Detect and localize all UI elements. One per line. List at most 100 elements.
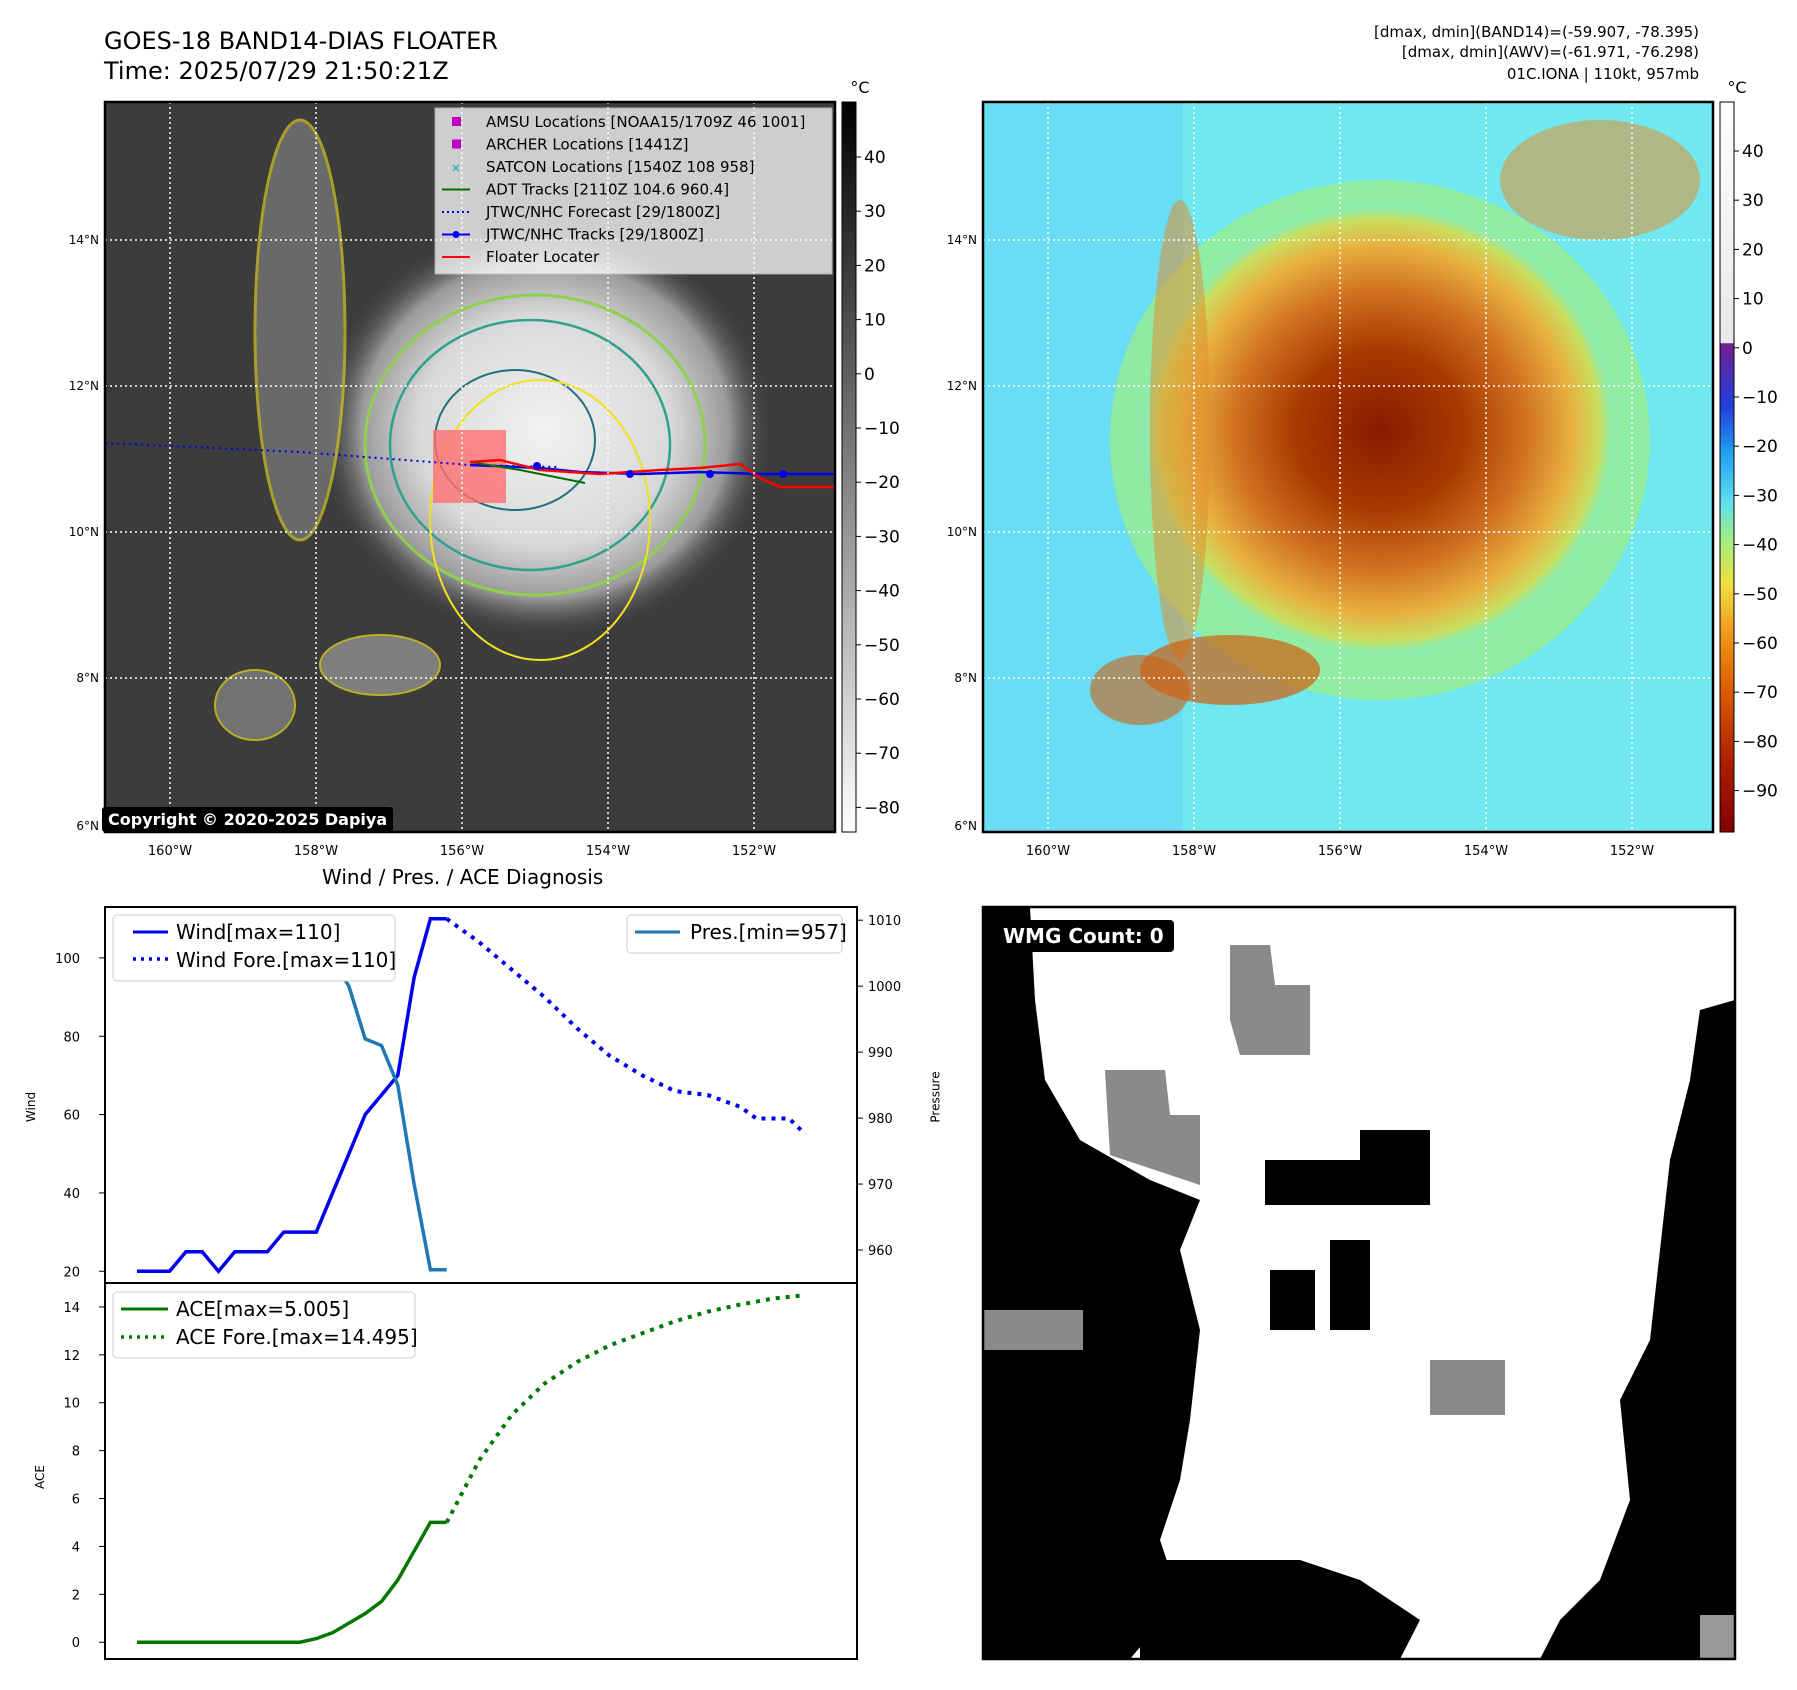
y-tick-label: 40 — [63, 1187, 80, 1202]
y2-tick-label: 970 — [868, 1178, 893, 1193]
colorbar-tick-label: −20 — [1742, 437, 1778, 457]
wind-axis-label: Wind — [24, 1091, 39, 1123]
y-tick-label: 100 — [55, 952, 80, 967]
colorbar-tick-label: −30 — [864, 527, 900, 547]
map-legend: AMSU Locations [NOAA15/1709Z 46 1001] ARC… — [442, 113, 805, 266]
figure-title: GOES-18 BAND14-DIAS FLOATER — [104, 27, 498, 55]
colorbar-tick-label: −60 — [1742, 634, 1778, 654]
colorbar-tick-label: 0 — [1742, 339, 1753, 359]
y-tick-label: 0 — [72, 1636, 80, 1651]
y-tick-label: 6 — [72, 1493, 80, 1508]
figure-time: Time: 2025/07/29 21:50:21Z — [104, 57, 449, 85]
colorbar-tick-label: −10 — [864, 419, 900, 439]
legend-dot-marker — [452, 231, 460, 238]
y-tick-label: 12 — [63, 1349, 80, 1364]
colorbar-tick-label: 20 — [1742, 240, 1764, 260]
colorbar-tick-label: −80 — [864, 798, 900, 818]
colorbar-tick-label: −50 — [1742, 585, 1778, 605]
series-line — [137, 1520, 447, 1644]
longitude-label: 158°W — [294, 844, 338, 859]
ace-fore-legend-label: ACE Fore.[max=14.495] — [176, 1325, 418, 1349]
map-legend-label: JTWC/NHC Forecast [29/1800Z] — [485, 203, 720, 221]
y-tick-label: 8 — [72, 1445, 80, 1460]
colorbar-tick-label: 10 — [1742, 290, 1764, 310]
latitude-label: 12°N — [69, 379, 99, 393]
map-legend-label: ADT Tracks [2110Z 104.6 960.4] — [486, 181, 729, 199]
colorbar-tick-label: 0 — [864, 365, 875, 385]
longitude-label: 156°W — [1318, 844, 1362, 859]
map-legend-entry: Floater Locater — [442, 248, 600, 266]
colorbar-tick-label: −50 — [864, 636, 900, 656]
map-legend-entry: AMSU Locations [NOAA15/1709Z 46 1001] — [452, 113, 805, 131]
map-legend-label: ARCHER Locations [1441Z] — [486, 136, 689, 154]
colorbar-tick-label: 40 — [864, 148, 886, 168]
map-legend-label: Floater Locater — [486, 248, 600, 266]
y2-tick-label: 960 — [868, 1244, 893, 1259]
pres-legend-box — [626, 914, 843, 954]
longitude-label: 160°W — [1026, 844, 1070, 859]
colorbar-tick-label: −80 — [1742, 732, 1778, 752]
map-axis-labels: 14°N 12°N 10°N 8°N 6°N 160°W 158°W 156°W 154°W 15… — [69, 233, 1654, 859]
colorbar-tick-label: −20 — [864, 473, 900, 493]
pressure-axis-label: Pressure — [928, 1071, 943, 1123]
legend-x-marker: ✕ — [451, 162, 460, 175]
map-legend-entry: ✕ SATCON Locations [1540Z 108 958] — [451, 158, 754, 176]
legend-square-marker — [452, 139, 461, 149]
right-colorbar-ticks: 40 30 20 10 0 −10 −20 −30 −40 −50 −60 −70 −80 −90 °C — [1727, 78, 1777, 802]
ace-legend-label: ACE[max=5.005] — [176, 1297, 350, 1321]
right-colorbar — [1719, 101, 1735, 833]
latitude-label: 6°N — [76, 819, 99, 833]
map-legend-label: SATCON Locations [1540Z 108 958] — [486, 158, 754, 176]
left-map-frame — [103, 100, 837, 834]
longitude-label: 160°W — [148, 844, 192, 859]
series-line — [445, 917, 807, 1136]
wind-fore-legend-label: Wind Fore.[max=110] — [176, 948, 397, 972]
y-tick-label: 14 — [63, 1301, 80, 1316]
colorbar-tick-label: 20 — [864, 256, 886, 276]
info-storm: 01C.IONA | 110kt, 957mb — [1506, 65, 1699, 83]
colorbar-tick-label: 10 — [864, 311, 886, 331]
y-tick-label: 2 — [72, 1588, 80, 1603]
map-legend-entry: JTWC/NHC Forecast [29/1800Z] — [442, 203, 720, 221]
colorbar-tick-label: −10 — [1742, 388, 1778, 408]
y2-tick-label: 1000 — [868, 980, 901, 995]
wind-legend-box — [112, 914, 396, 982]
y2-tick-label: 990 — [868, 1046, 893, 1061]
y-tick-label: 20 — [63, 1265, 80, 1280]
latitude-label: 10°N — [947, 525, 977, 539]
legend-square-marker — [452, 117, 461, 126]
longitude-label: 154°W — [586, 844, 630, 859]
ace-axis-label: ACE — [32, 1465, 47, 1489]
y-tick-label: 60 — [63, 1109, 80, 1124]
series-line — [444, 1293, 806, 1524]
map-legend-label: AMSU Locations [NOAA15/1709Z 46 1001] — [486, 113, 805, 131]
latitude-label: 12°N — [947, 379, 977, 393]
colorbar-tick-label: 30 — [864, 202, 886, 222]
colorbar-tick-label: 40 — [1742, 142, 1764, 162]
colorbar-tick-label: −90 — [1742, 782, 1778, 802]
left-map-tracks — [105, 442, 835, 489]
longitude-label: 152°W — [1610, 844, 1654, 859]
wmg-count-badge: WMG Count: 0 — [993, 920, 1174, 952]
latitude-label: 14°N — [69, 233, 99, 247]
y-tick-label: 10 — [63, 1397, 80, 1412]
wind-legend-label: Wind[max=110] — [176, 920, 341, 944]
wmg-panel — [981, 905, 1737, 1661]
colorbar-tick-label: −70 — [864, 744, 900, 764]
latitude-label: 6°N — [954, 819, 977, 833]
longitude-label: 158°W — [1172, 844, 1216, 859]
right-map-grid — [983, 102, 1713, 832]
map-legend-entry: ARCHER Locations [1441Z] — [452, 136, 689, 154]
colorbar-tick-label: −60 — [864, 690, 900, 710]
y-tick-label: 4 — [72, 1540, 80, 1555]
right-map-frame — [981, 100, 1715, 834]
y2-tick-label: 1010 — [868, 914, 901, 929]
copyright-badge: Copyright © 2020-2025 Dapiya — [102, 807, 394, 832]
longitude-label: 152°W — [732, 844, 776, 859]
latitude-label: 10°N — [69, 525, 99, 539]
colorbar-tick-label: −30 — [1742, 486, 1778, 506]
longitude-label: 154°W — [1464, 844, 1508, 859]
pres-legend-label: Pres.[min=957] — [690, 920, 847, 944]
right-enhanced-map — [983, 102, 1713, 832]
